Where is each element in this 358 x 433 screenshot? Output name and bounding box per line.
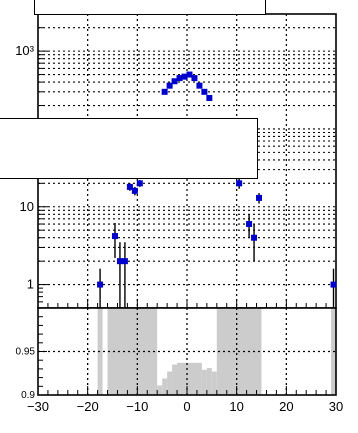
data-point <box>191 75 198 82</box>
top-y-tick-label: 10 <box>20 199 34 214</box>
overlay-box <box>0 118 258 179</box>
bottom-x-tick-label: −10 <box>126 399 148 414</box>
bottom-x-tick-label: 20 <box>279 399 293 414</box>
data-point <box>97 281 104 288</box>
data-point <box>161 88 168 95</box>
bottom-x-axis: −30 −20 −10 0 10 20 30 <box>27 386 343 414</box>
data-point <box>201 88 208 95</box>
ratio-bar <box>167 371 173 395</box>
ratio-bar <box>97 308 103 395</box>
top-y-axis: 1 10 10³ <box>15 13 48 309</box>
bottom-x-tick-label: 30 <box>329 399 343 414</box>
top-y-tick-label: 1 <box>27 277 34 292</box>
bottom-y-tick-label: 0.95 <box>16 347 36 358</box>
data-point <box>256 194 263 201</box>
ratio-bar <box>172 364 178 395</box>
data-point <box>136 180 143 187</box>
ratio-bar <box>201 369 207 395</box>
data-point <box>330 281 337 288</box>
data-point <box>196 82 203 89</box>
bottom-x-tick-label: 0 <box>183 399 190 414</box>
data-point <box>131 187 138 194</box>
bottom-y-axis: 0.9 0.95 <box>16 307 47 401</box>
data-point <box>126 183 133 190</box>
data-point <box>116 258 123 265</box>
data-point <box>121 258 128 265</box>
data-point <box>251 234 258 241</box>
bottom-x-tick-label: −30 <box>27 399 49 414</box>
top-x-axis <box>37 299 337 308</box>
bottom-y-tick-label: 0.9 <box>21 390 35 401</box>
data-point <box>206 94 213 101</box>
top-legend-box <box>34 0 266 15</box>
bottom-x-tick-label: 10 <box>229 399 243 414</box>
bottom-x-tick-label: −20 <box>77 399 99 414</box>
data-point <box>166 82 173 89</box>
bottom-panel: 0.9 0.95 −30 −20 −10 0 10 20 30 <box>16 307 343 414</box>
ratio-bar <box>211 371 217 395</box>
top-data-points <box>97 71 337 308</box>
data-point <box>176 75 183 82</box>
data-point <box>171 78 178 85</box>
data-point <box>246 221 253 228</box>
data-point <box>186 71 193 78</box>
ratio-bar <box>162 378 168 395</box>
data-point <box>181 73 188 80</box>
ratio-bar <box>157 385 163 395</box>
data-point <box>236 180 243 187</box>
ratio-bar <box>177 362 187 395</box>
data-point <box>111 233 118 240</box>
top-y-tick-label: 10³ <box>15 43 34 58</box>
ratio-bar <box>206 368 212 395</box>
ratio-bar <box>187 362 202 395</box>
